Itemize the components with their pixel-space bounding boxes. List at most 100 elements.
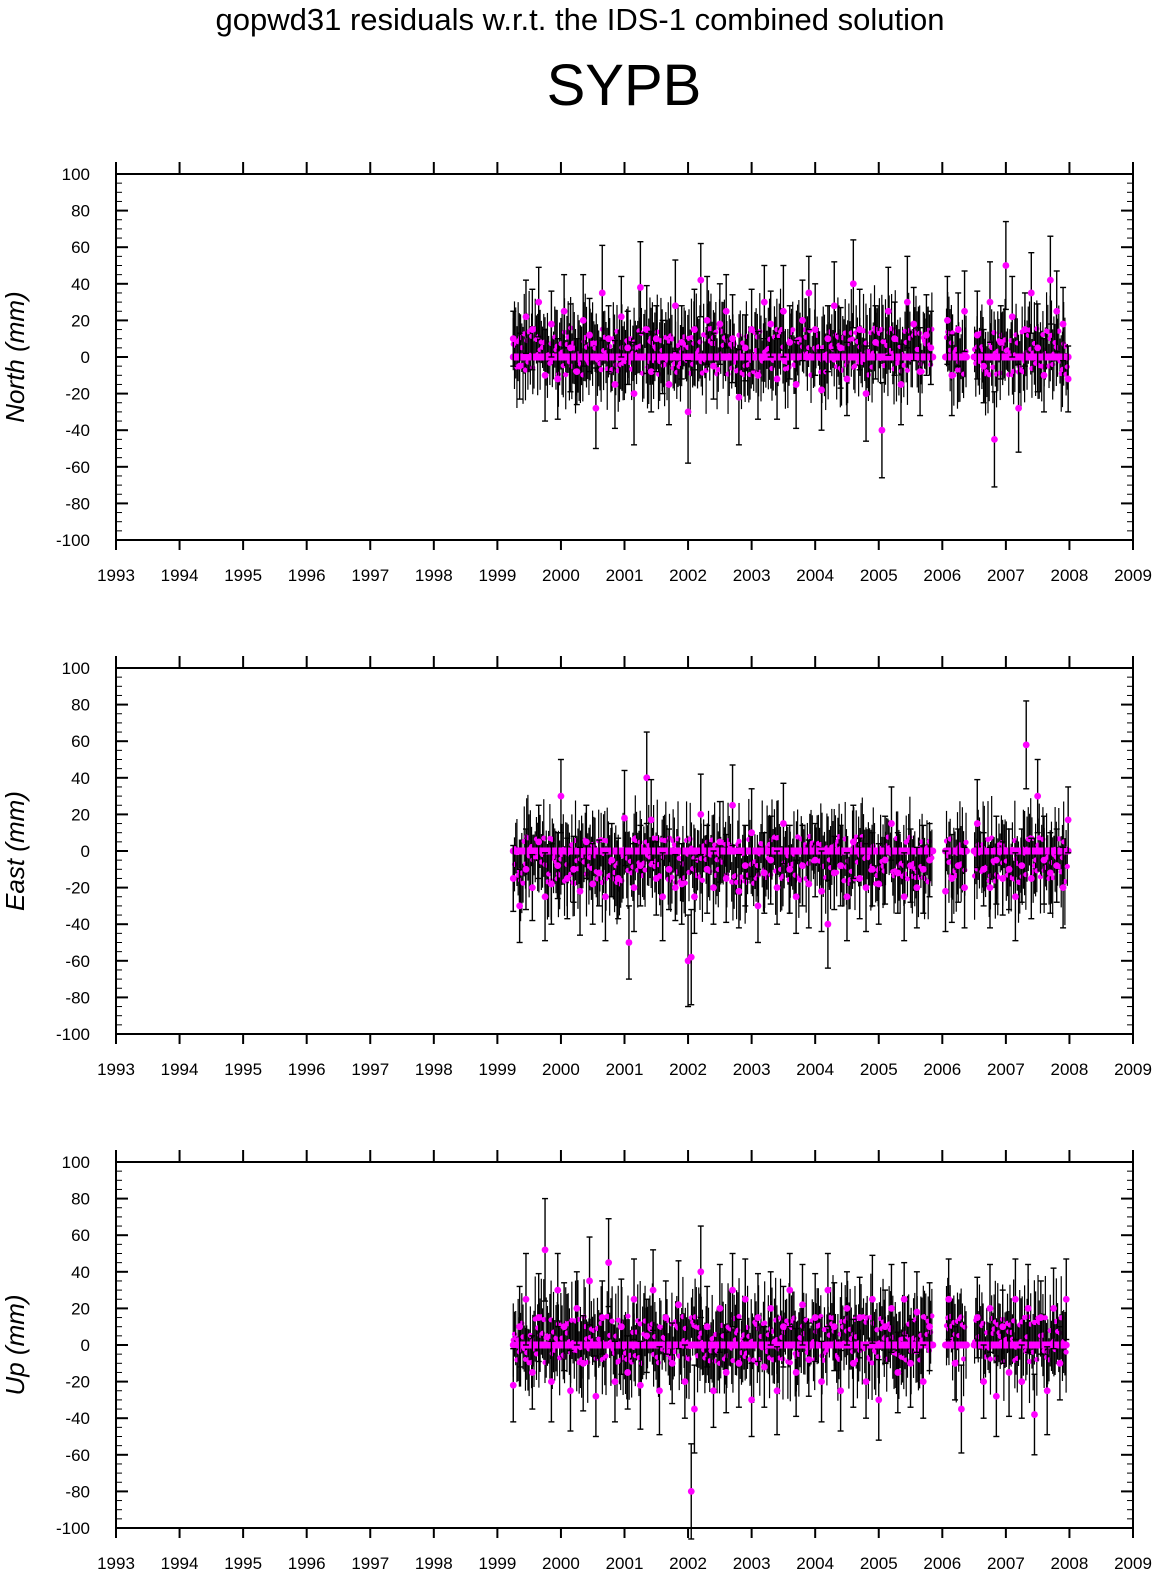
data-point <box>881 856 889 864</box>
data-point <box>651 835 657 841</box>
data-point <box>780 307 787 315</box>
data-point <box>799 317 806 324</box>
data-point <box>557 792 565 800</box>
y-tick-label: 80 <box>71 696 90 715</box>
data-point <box>554 1286 562 1294</box>
x-tick-label: 1998 <box>415 1554 453 1573</box>
data-point <box>697 276 705 284</box>
data-point <box>535 838 543 846</box>
data-point <box>541 893 549 901</box>
x-tick-label: 2001 <box>606 1060 644 1079</box>
data-point <box>570 865 578 873</box>
data-point <box>1056 1359 1064 1367</box>
data-point <box>910 320 918 328</box>
data-point <box>901 362 907 368</box>
data-point <box>843 1305 851 1312</box>
data-point <box>954 862 962 870</box>
data-point <box>888 820 895 827</box>
data-point <box>535 298 543 306</box>
data-point <box>516 362 524 370</box>
data-point <box>786 338 794 346</box>
data-point <box>598 289 606 297</box>
data-point <box>579 317 587 324</box>
data-point <box>773 884 781 891</box>
data-point <box>541 1246 549 1254</box>
data-point <box>592 1392 600 1400</box>
data-point <box>1040 331 1046 338</box>
data-point <box>738 874 745 880</box>
data-point <box>697 811 705 818</box>
y-tick-label: -40 <box>65 915 90 934</box>
y-tick-label: -100 <box>56 531 90 550</box>
data-point <box>1018 1378 1026 1385</box>
y-tick-label: -60 <box>65 1446 90 1465</box>
x-tick-label: 2007 <box>987 566 1025 585</box>
data-point <box>773 1387 781 1395</box>
data-point <box>735 393 743 401</box>
data-point <box>786 1286 794 1294</box>
data-point <box>792 381 800 388</box>
data-point <box>818 386 825 394</box>
x-tick-label: 2008 <box>1051 1060 1089 1079</box>
data-point <box>818 887 825 895</box>
data-point <box>894 1369 902 1376</box>
data-point <box>563 372 569 378</box>
data-point <box>716 838 724 846</box>
y-tick-label: 20 <box>71 1299 90 1318</box>
x-tick-label: 1999 <box>478 1060 516 1079</box>
y-tick-label: -40 <box>65 421 90 440</box>
data-point <box>805 289 813 297</box>
data-point <box>792 1369 800 1376</box>
data-point <box>1053 862 1061 870</box>
y-tick-label: -20 <box>65 879 90 898</box>
y-axis-label: East (mm) <box>0 791 30 911</box>
data-point <box>799 1301 806 1309</box>
data-point <box>625 939 633 946</box>
data-point <box>907 862 914 870</box>
y-tick-label: 0 <box>81 842 90 861</box>
data-point <box>837 862 845 870</box>
data-point <box>582 838 590 846</box>
data-point <box>990 364 996 370</box>
data-point <box>963 839 969 845</box>
data-point <box>1021 326 1029 333</box>
data-point <box>1046 276 1054 284</box>
data-point <box>614 875 622 882</box>
data-point <box>992 856 1000 864</box>
data-point <box>625 1313 631 1319</box>
data-point <box>811 1314 819 1321</box>
x-tick-label: 2000 <box>542 1060 580 1079</box>
data-point <box>900 893 908 901</box>
x-tick-label: 1998 <box>415 1060 453 1079</box>
data-point <box>830 869 838 877</box>
data-point <box>841 878 847 884</box>
data-point <box>849 280 857 288</box>
data-point <box>881 1323 889 1331</box>
data-point <box>1062 1295 1070 1303</box>
data-point <box>824 1347 830 1353</box>
data-point <box>948 875 956 882</box>
data-point <box>697 1268 705 1276</box>
data-point <box>919 1378 927 1385</box>
x-tick-label: 2002 <box>669 1060 707 1079</box>
data-point <box>637 1321 643 1327</box>
data-point <box>843 893 851 901</box>
data-point <box>1064 364 1070 370</box>
data-point <box>605 335 613 343</box>
x-tick-label: 2009 <box>1114 1060 1152 1079</box>
data-point <box>554 862 562 870</box>
data-point <box>729 335 736 343</box>
data-point <box>973 1314 981 1321</box>
data-point <box>868 1295 876 1303</box>
data-point <box>652 875 660 882</box>
data-point <box>862 390 870 397</box>
data-point <box>862 1378 870 1385</box>
data-point <box>904 876 911 882</box>
data-point <box>710 1387 717 1395</box>
data-point <box>805 880 813 888</box>
data-point <box>824 920 832 928</box>
y-axis-label: Up (mm) <box>0 1294 30 1395</box>
x-tick-label: 2000 <box>542 1554 580 1573</box>
data-point <box>652 335 660 343</box>
y-tick-label: -40 <box>65 1409 90 1428</box>
